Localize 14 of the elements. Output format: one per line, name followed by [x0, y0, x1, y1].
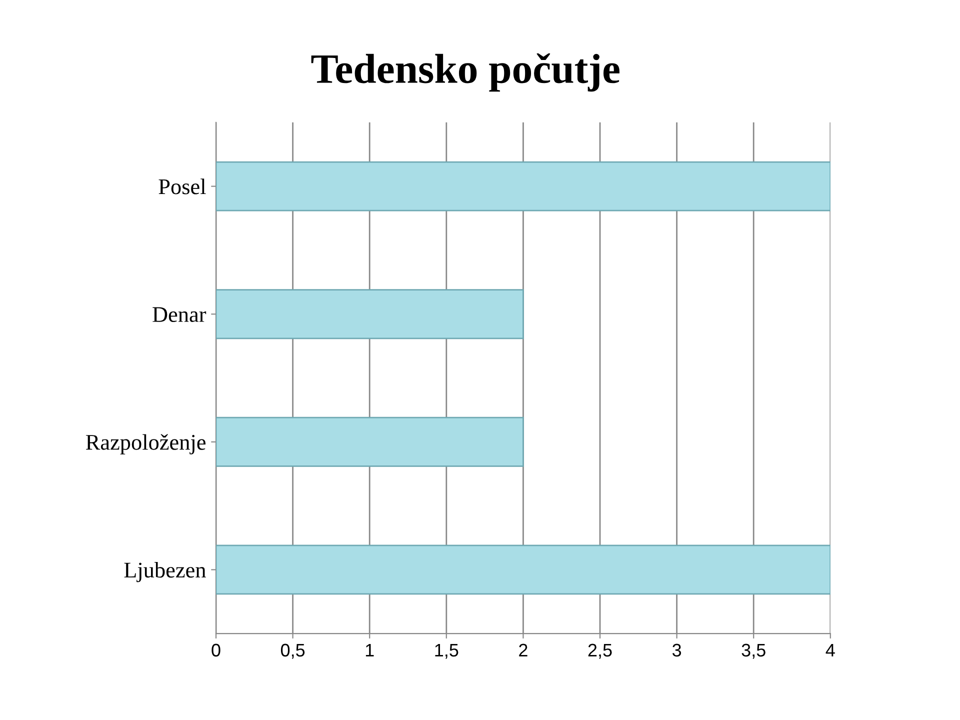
chart-title: Tedensko počutje [311, 53, 620, 92]
y-tick-label: Posel [158, 178, 206, 194]
x-tick-label: 2,5 [588, 644, 612, 659]
y-tick-label: Ljubezen [124, 562, 206, 582]
y-tick-label: Denar [152, 307, 206, 322]
x-tick-label: 1 [366, 644, 374, 656]
x-tick-label: 3 [672, 644, 682, 657]
x-tick-label: 0,5 [280, 644, 305, 659]
x-tick-label: 4 [826, 644, 835, 656]
x-tick-label: 2 [519, 644, 528, 656]
x-tick-label: 0 [212, 644, 220, 657]
x-tick-label: 1,5 [435, 644, 458, 659]
y-tick-label: Razpoloženje [86, 434, 206, 454]
x-tick-label: 3,5 [742, 644, 766, 659]
